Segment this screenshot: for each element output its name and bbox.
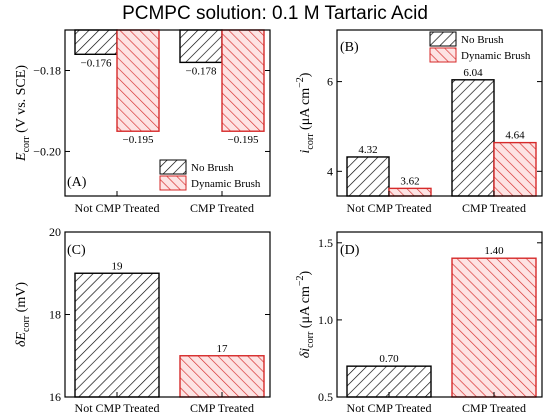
category-label-cmp: CMP Treated bbox=[190, 201, 254, 215]
data-label: 6.04 bbox=[463, 67, 483, 79]
data-label: 4.64 bbox=[505, 130, 525, 142]
bar bbox=[388, 187, 432, 197]
y-tick-label: 6 bbox=[327, 75, 333, 89]
y-axis-label: Ecorr (V vs. SCE) bbox=[14, 65, 32, 162]
category-label-cmp: CMP Treated bbox=[190, 401, 254, 415]
category-label-not-cmp: Not CMP Treated bbox=[75, 401, 160, 415]
data-label: −0.178 bbox=[186, 65, 217, 77]
bar bbox=[74, 272, 160, 398]
y-tick-label: 1.5 bbox=[318, 236, 333, 250]
data-label: −0.195 bbox=[123, 134, 154, 146]
y-tick-label: 20 bbox=[49, 225, 61, 239]
bar bbox=[346, 156, 390, 197]
data-label: 19 bbox=[112, 260, 124, 272]
plot-frame bbox=[336, 29, 543, 197]
legend: No Brush Dynamic Brush bbox=[159, 159, 261, 191]
panel-c: (C) Not CMP Treated CMP Treated 19 17 16 18… bbox=[14, 225, 271, 415]
data-label: −0.176 bbox=[81, 57, 112, 69]
y-axis-label: icorr (μA cm−2) bbox=[295, 72, 316, 153]
bar bbox=[346, 365, 432, 398]
plot-frame bbox=[336, 231, 543, 398]
bar bbox=[451, 257, 537, 398]
legend-swatch-no-brush bbox=[429, 31, 457, 47]
figure-title: PCMPC solution: 0.1 M Tartaric Acid bbox=[122, 3, 428, 24]
bar bbox=[116, 29, 160, 132]
data-label: 3.62 bbox=[400, 175, 419, 187]
data-label: 0.70 bbox=[379, 353, 399, 365]
panel-a: (A) Not CMP Treated CMP Treated No Brush… bbox=[14, 29, 271, 215]
y-tick-label: 1.0 bbox=[318, 313, 333, 327]
category-label-not-cmp: Not CMP Treated bbox=[347, 401, 432, 415]
legend-swatch-dynamic-brush bbox=[159, 175, 187, 191]
legend: No Brush Dynamic Brush bbox=[429, 31, 531, 63]
legend-label-no-brush: No Brush bbox=[461, 34, 504, 46]
panel-d: (D) Not CMP Treated CMP Treated 0.70 1.40… bbox=[295, 231, 543, 415]
data-label: 4.32 bbox=[358, 144, 377, 156]
y-tick-label: −0.20 bbox=[33, 144, 61, 158]
y-tick-label: −0.18 bbox=[33, 63, 61, 77]
bar bbox=[493, 141, 537, 197]
bar bbox=[451, 79, 495, 197]
legend-label-no-brush: No Brush bbox=[191, 162, 234, 174]
data-label: −0.195 bbox=[228, 134, 259, 146]
bar bbox=[221, 29, 265, 132]
y-tick-label: 0.5 bbox=[318, 390, 333, 404]
legend-swatch-no-brush bbox=[159, 159, 187, 175]
y-axis-label: δEcorr (mV) bbox=[14, 282, 32, 347]
plot-frame bbox=[64, 29, 271, 197]
panel-b: (B) Not CMP Treated CMP Treated No Brush… bbox=[295, 29, 543, 215]
panel-label: (A) bbox=[67, 175, 87, 190]
legend-label-dynamic-brush: Dynamic Brush bbox=[461, 50, 531, 62]
y-tick-label: 18 bbox=[49, 308, 61, 322]
category-label-not-cmp: Not CMP Treated bbox=[347, 201, 432, 215]
y-tick-label: 16 bbox=[49, 390, 61, 404]
y-tick-label: 4 bbox=[327, 164, 333, 178]
category-label-not-cmp: Not CMP Treated bbox=[75, 201, 160, 215]
legend-label-dynamic-brush: Dynamic Brush bbox=[191, 178, 261, 190]
data-label: 1.40 bbox=[484, 245, 504, 257]
category-label-cmp: CMP Treated bbox=[462, 201, 526, 215]
panel-label: (C) bbox=[67, 243, 86, 258]
y-axis-label: δicorr (μA cm−2) bbox=[295, 270, 316, 358]
data-label: 17 bbox=[217, 343, 229, 355]
panel-label: (D) bbox=[340, 243, 360, 258]
bar bbox=[179, 29, 223, 64]
bar bbox=[74, 29, 118, 55]
panel-label: (B) bbox=[340, 40, 359, 55]
category-label-cmp: CMP Treated bbox=[462, 401, 526, 415]
bar bbox=[179, 355, 265, 398]
legend-swatch-dynamic-brush bbox=[429, 47, 457, 63]
